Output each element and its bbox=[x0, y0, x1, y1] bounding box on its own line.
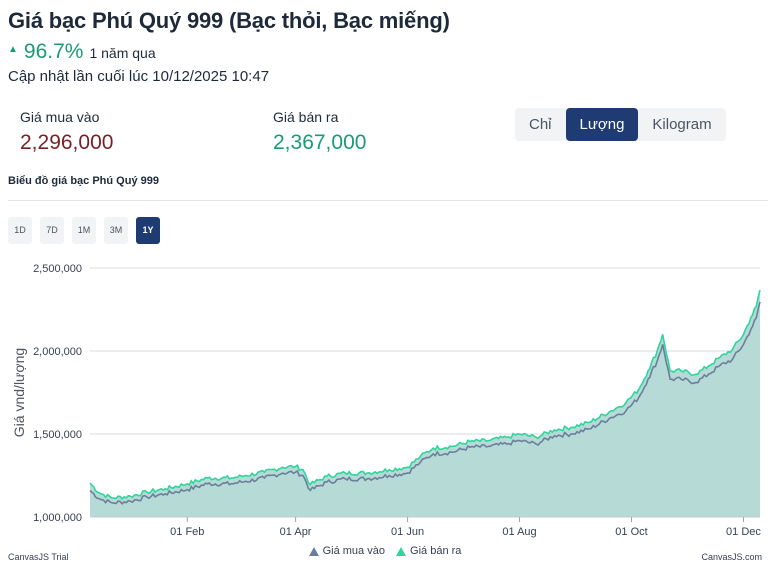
range-1m-button[interactable]: 1M bbox=[72, 217, 96, 244]
unit-selector: Chỉ Lượng Kilogram bbox=[515, 108, 726, 141]
sell-price-value: 2,367,000 bbox=[273, 131, 367, 154]
x-tick-label: 01 Aug bbox=[502, 526, 536, 538]
x-tick-label: 01 Feb bbox=[170, 526, 204, 538]
legend-label-sell: Giá bán ra bbox=[410, 545, 462, 557]
buy-price-block: Giá mua vào 2,296,000 bbox=[20, 109, 113, 155]
triangle-icon bbox=[396, 546, 407, 556]
price-change: ▲ 96.7% 1 năm qua bbox=[8, 40, 156, 64]
legend-item-buy[interactable]: Giá mua vào bbox=[308, 545, 385, 557]
x-tick-label: 01 Dec bbox=[726, 526, 761, 538]
watermark-left: CanvasJS Trial bbox=[8, 552, 69, 562]
y-tick-label: 2,000,000 bbox=[33, 346, 82, 358]
up-arrow-icon: ▲ bbox=[8, 44, 18, 55]
range-7d-button[interactable]: 7D bbox=[40, 217, 64, 244]
series-area-sell bbox=[90, 290, 760, 517]
chart-legend: Giá mua vào Giá bán ra bbox=[0, 545, 770, 559]
series-line-sell bbox=[89, 289, 761, 500]
unit-luong-button[interactable]: Lượng bbox=[565, 108, 639, 141]
range-1d-button[interactable]: 1D bbox=[8, 217, 32, 244]
range-3m-button[interactable]: 3M bbox=[104, 217, 128, 244]
chart-title: Biểu đồ giá bạc Phú Quý 999 bbox=[8, 175, 159, 187]
x-tick-label: 01 Oct bbox=[615, 526, 647, 538]
unit-kilogram-button[interactable]: Kilogram bbox=[652, 116, 712, 133]
x-tick-label: 01 Jun bbox=[391, 526, 424, 538]
last-updated: Cập nhật lần cuối lúc 10/12/2025 10:47 bbox=[8, 68, 270, 85]
range-selector: 1D 7D 1M 3M 1Y bbox=[8, 217, 160, 244]
sell-price-label: Giá bán ra bbox=[273, 109, 339, 125]
page-title: Giá bạc Phú Quý 999 (Bạc thỏi, Bạc miếng… bbox=[8, 8, 450, 33]
watermark-right: CanvasJS.com bbox=[701, 552, 762, 562]
range-1y-button[interactable]: 1Y bbox=[136, 217, 160, 244]
buy-price-label: Giá mua vào bbox=[20, 109, 100, 125]
change-percent: 96.7% bbox=[23, 40, 84, 63]
price-chart[interactable]: 1,000,000 1,500,000 2,000,000 2,500,000 Giá … bbox=[0, 250, 770, 542]
buy-price-value: 2,296,000 bbox=[20, 131, 114, 154]
divider bbox=[8, 200, 768, 201]
triangle-icon bbox=[308, 546, 319, 556]
legend-item-sell[interactable]: Giá bán ra bbox=[396, 545, 461, 557]
legend-label-buy: Giá mua vào bbox=[322, 545, 385, 557]
change-period: 1 năm qua bbox=[89, 45, 156, 61]
series-line-buy bbox=[89, 301, 761, 505]
y-tick-label: 1,000,000 bbox=[33, 512, 82, 524]
y-tick-label: 2,500,000 bbox=[33, 263, 82, 275]
y-tick-label: 1,500,000 bbox=[33, 429, 82, 441]
y-axis-title: Giá vnd/lượng bbox=[11, 348, 27, 437]
x-tick-label: 01 Apr bbox=[280, 526, 312, 538]
unit-chi-button[interactable]: Chỉ bbox=[529, 116, 552, 133]
sell-price-block: Giá bán ra 2,367,000 bbox=[273, 109, 366, 155]
